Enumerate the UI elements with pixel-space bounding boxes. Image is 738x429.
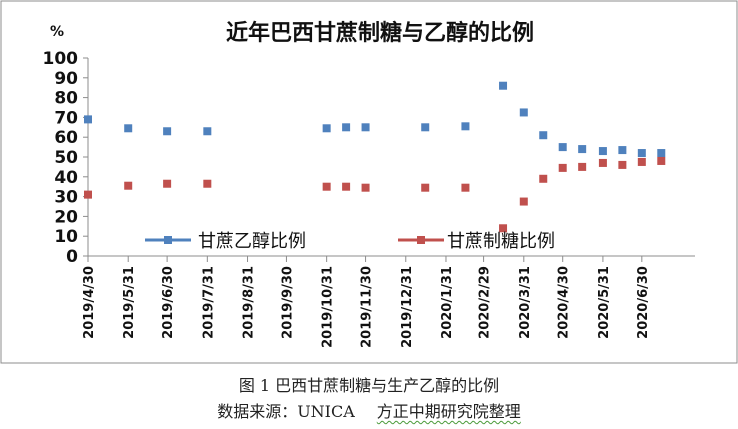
data-points <box>84 81 666 233</box>
sugar-point <box>421 183 430 192</box>
sugar-point <box>519 197 528 206</box>
ethanol-point <box>342 123 351 132</box>
y-tick-label: 20 <box>54 207 78 227</box>
y-tick-label: 80 <box>54 89 78 109</box>
x-tick-label: 2020/6/30 <box>636 266 651 339</box>
y-axis-unit: % <box>50 24 64 40</box>
ethanol-point <box>421 123 430 132</box>
x-tick-labels: 2019/4/30 2019/5/31 2019/6/30 2019/7/31 2019… <box>82 256 651 348</box>
ethanol-point <box>163 127 172 136</box>
ethanol-point <box>84 115 92 124</box>
legend-label: 甘蔗乙醇比例 <box>198 231 306 252</box>
x-tick-label: 2020/4/30 <box>557 266 572 339</box>
ethanol-point <box>598 147 607 156</box>
ethanol-point <box>618 146 627 155</box>
sugar-point <box>558 163 567 172</box>
x-tick-label: 2019/6/30 <box>161 266 176 339</box>
x-tick-label: 2019/9/30 <box>280 266 295 339</box>
sugar-point <box>361 183 370 192</box>
ethanol-point <box>203 127 212 136</box>
x-tick-label: 2019/7/31 <box>201 266 216 339</box>
sugar-point <box>163 179 172 188</box>
chart-border <box>0 0 738 364</box>
x-tick-label: 2020/5/31 <box>597 266 612 339</box>
sugar-point <box>598 158 607 167</box>
x-tick-label: 2020/3/31 <box>518 266 533 339</box>
sugar-point <box>84 190 92 199</box>
ethanol-point <box>657 149 666 158</box>
ethanol-point <box>461 122 470 131</box>
sugar-point <box>539 174 548 183</box>
org-text: 方正中期研究院整理 <box>376 402 521 421</box>
sugar-point <box>618 160 627 169</box>
legend-marker <box>164 236 172 244</box>
legend-label: 甘蔗制糖比例 <box>447 231 555 252</box>
y-tick-label: 90 <box>54 69 78 89</box>
sugar-point <box>461 183 470 192</box>
y-tick-label: 100 <box>43 49 79 69</box>
sugar-point <box>203 179 212 188</box>
sugar-point <box>637 157 646 166</box>
y-tick-label: 40 <box>54 168 78 188</box>
source-caption: 数据来源：UNICA 方正中期研究院整理 <box>0 398 738 422</box>
x-tick-label: 2019/5/31 <box>122 266 137 339</box>
y-tick-label: 50 <box>54 148 78 168</box>
y-tick-label: 60 <box>54 128 78 148</box>
chart-title: 近年巴西甘蔗制糖与乙醇的比例 <box>226 20 534 46</box>
y-tick-label: 70 <box>54 108 78 128</box>
ethanol-point <box>578 145 587 154</box>
ethanol-point <box>519 108 528 117</box>
source-text: 数据来源：UNICA <box>217 402 355 421</box>
x-tick-label: 2019/10/31 <box>321 266 336 348</box>
y-tick-label: 30 <box>54 188 78 208</box>
x-tick-label: 2019/12/31 <box>400 266 415 348</box>
legend: 甘蔗乙醇比例 甘蔗制糖比例 <box>145 231 555 252</box>
x-tick-label: 2019/8/31 <box>242 266 257 339</box>
sugar-point <box>322 182 331 191</box>
y-tick-label: 0 <box>66 247 78 267</box>
x-tick-label: 2019/4/30 <box>82 266 97 339</box>
figure-caption: 图 1 巴西甘蔗制糖与生产乙醇的比例 <box>238 376 500 395</box>
sugar-point <box>578 162 587 171</box>
ethanol-point <box>499 81 508 90</box>
ethanol-point <box>558 143 567 152</box>
ethanol-point <box>361 123 370 132</box>
sugar-point <box>657 156 666 165</box>
ethanol-point <box>539 131 548 140</box>
y-tick-label: 10 <box>54 227 78 247</box>
sugar-point <box>499 224 508 233</box>
x-tick-label: 2020/2/29 <box>478 266 493 339</box>
sugar-point <box>124 181 133 190</box>
ethanol-point <box>124 124 133 133</box>
chart: 近年巴西甘蔗制糖与乙醇的比例 % 0102030405060708090100 … <box>0 0 738 364</box>
ethanol-point <box>637 149 646 158</box>
sugar-point <box>342 182 351 191</box>
legend-marker <box>417 236 425 244</box>
x-tick-label: 2019/11/30 <box>360 266 375 348</box>
x-tick-label: 2020/1/31 <box>440 266 455 339</box>
ethanol-point <box>322 124 331 133</box>
